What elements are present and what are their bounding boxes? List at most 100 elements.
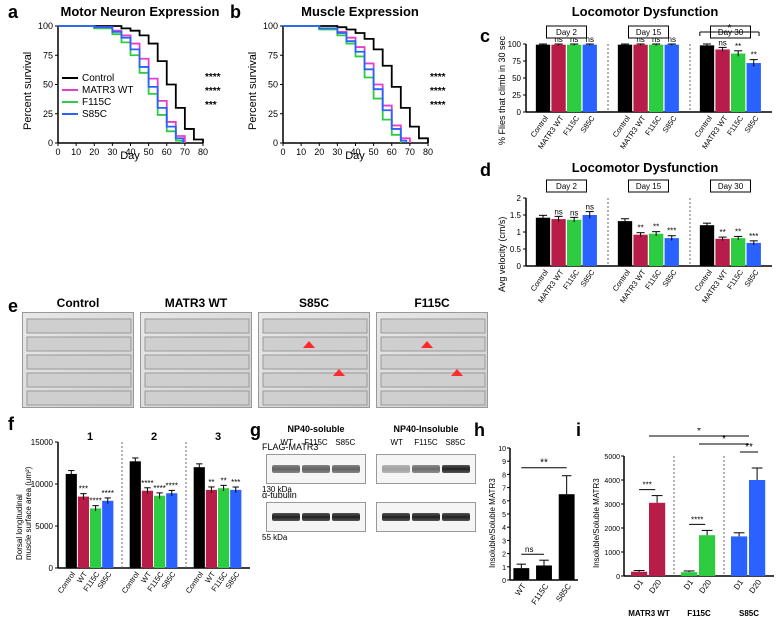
svg-text:****: **** [430,100,446,111]
bar-chart-i: 010002000300040005000D1D20***MATR3 WTD1D… [594,428,780,628]
panel-label-c: c [480,26,490,47]
svg-text:7: 7 [502,486,506,493]
svg-text:MATR3 WT: MATR3 WT [82,85,133,96]
svg-text:S85C: S85C [739,609,759,618]
svg-text:3: 3 [215,431,221,443]
svg-text:D20: D20 [697,578,713,596]
svg-text:S85C: S85C [661,268,679,289]
band [302,465,330,473]
band [332,513,360,521]
svg-text:F115C: F115C [82,97,111,108]
bar-chart-d: 00.511.52ControlnsMATR3 WTnsF115CnsS85CC… [500,178,778,318]
svg-text:**: ** [637,224,643,233]
svg-text:Day 2: Day 2 [556,182,577,191]
svg-text:Control: Control [82,73,114,84]
svg-text:2: 2 [517,194,522,203]
lane-label: F115C [411,438,440,447]
svg-text:0: 0 [616,574,620,581]
mw-label: 55 kDa [262,533,287,542]
svg-text:MATR3 WT: MATR3 WT [628,609,670,618]
svg-text:***: *** [749,232,758,241]
svg-text:1000: 1000 [604,550,620,557]
svg-text:20: 20 [314,147,324,157]
svg-text:Day 2: Day 2 [556,28,577,37]
svg-text:Day 30: Day 30 [718,182,744,191]
micrograph-f115c [376,312,488,408]
band [442,465,470,473]
band [412,465,440,473]
svg-text:D1: D1 [732,578,746,592]
svg-text:**: ** [735,227,741,236]
svg-text:S85C: S85C [579,268,597,289]
svg-text:F115C: F115C [725,268,745,292]
svg-text:Control: Control [56,570,77,595]
svg-text:****: **** [205,72,221,83]
svg-text:Control: Control [120,570,141,595]
svg-text:70: 70 [405,147,415,157]
micrograph-label: F115C [376,296,488,310]
svg-text:5000: 5000 [604,454,620,461]
svg-text:D20: D20 [647,578,663,596]
svg-text:0: 0 [273,138,278,148]
svg-text:***: *** [205,100,217,111]
svg-text:S85C: S85C [743,268,761,289]
ylabel-c: % Flies that climb in 30 sec [497,36,507,145]
svg-text:S85C: S85C [82,109,107,120]
svg-text:F115C: F115C [725,114,745,138]
svg-text:25: 25 [268,109,278,119]
svg-text:5: 5 [502,512,506,519]
svg-text:2: 2 [502,552,506,559]
svg-text:8: 8 [502,472,506,479]
svg-text:F115C: F115C [561,114,581,138]
svg-text:6: 6 [502,499,506,506]
svg-text:S85C: S85C [223,570,241,591]
bar-chart-c: 0255075100ControlnsMATR3 WTnsF115CnsS85C… [500,24,778,164]
panel-label-a: a [8,2,18,23]
svg-text:F115C: F115C [643,268,663,292]
svg-text:F115C: F115C [530,582,551,607]
svg-text:100: 100 [38,21,53,31]
svg-text:80: 80 [423,147,433,157]
micrograph-s85c [258,312,370,408]
survival-chart-a: 025507510001020304050607080ControlMATR3 … [30,20,235,165]
svg-text:50: 50 [43,80,53,90]
blot-row-label: α-tubulin [262,490,297,500]
svg-text:***: *** [643,481,652,490]
svg-text:***: *** [79,485,88,494]
micrograph-control [22,312,134,408]
lane-label: S85C [441,438,470,447]
band [302,513,330,521]
svg-text:WT: WT [513,582,528,597]
micrograph-label: S85C [258,296,370,310]
svg-text:9: 9 [502,459,506,466]
svg-text:****: **** [430,72,446,83]
band [382,513,410,521]
svg-text:F115C: F115C [561,268,581,292]
svg-text:80: 80 [198,147,208,157]
svg-text:50: 50 [512,74,521,83]
xlabel-a: Day [100,150,160,162]
svg-text:****: **** [141,479,153,488]
svg-text:**: ** [751,51,757,60]
svg-text:0.5: 0.5 [510,245,522,254]
svg-text:3: 3 [502,538,506,545]
svg-text:****: **** [205,86,221,97]
svg-text:**: ** [653,223,659,232]
blot-row-label: FLAG-MATR3 [262,442,318,452]
svg-text:****: **** [153,484,165,493]
svg-text:S85C: S85C [159,570,177,591]
svg-text:****: **** [89,497,101,506]
svg-text:15000: 15000 [31,438,54,447]
svg-text:0: 0 [48,138,53,148]
svg-text:S85C: S85C [743,114,761,135]
svg-text:70: 70 [180,147,190,157]
svg-text:100: 100 [263,21,278,31]
svg-text:60: 60 [387,147,397,157]
panel-label-e: e [8,296,18,317]
svg-text:75: 75 [268,50,278,60]
svg-text:60: 60 [162,147,172,157]
band [272,513,300,521]
svg-text:25: 25 [512,91,521,100]
svg-text:2: 2 [151,431,157,443]
svg-text:0: 0 [55,147,60,157]
